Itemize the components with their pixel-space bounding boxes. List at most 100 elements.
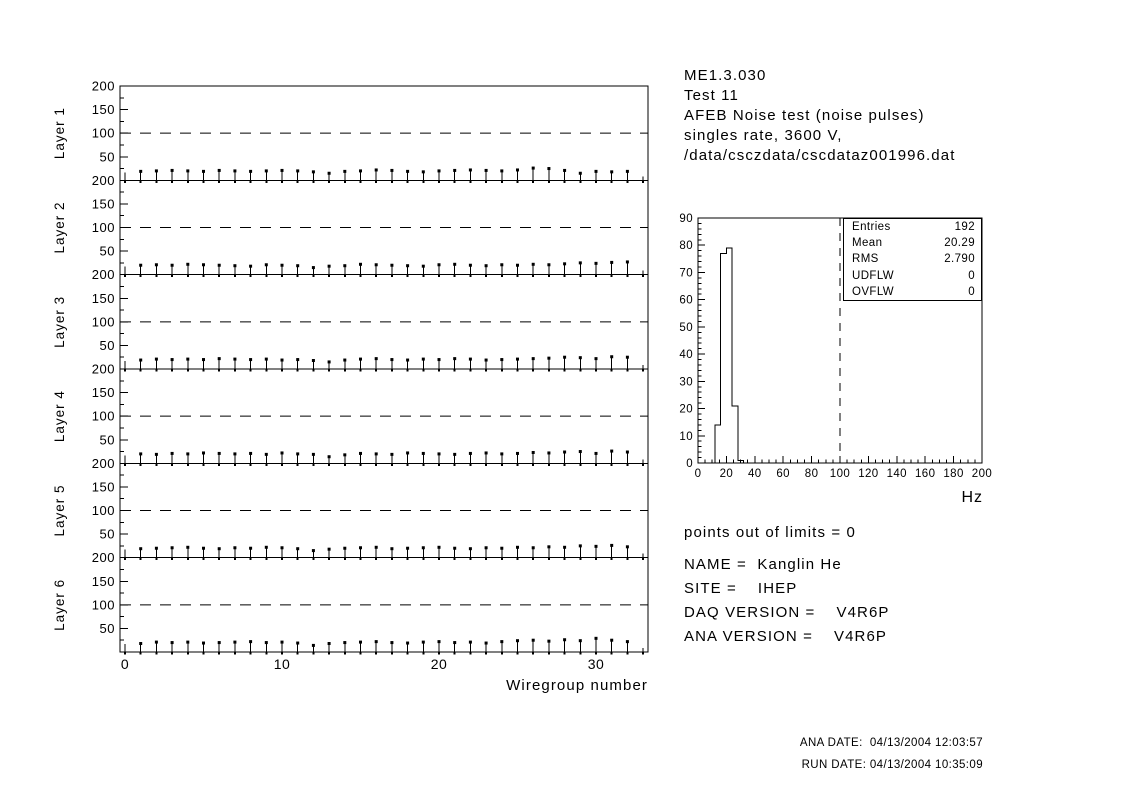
data-point bbox=[359, 262, 362, 266]
stats-value: 192 bbox=[954, 221, 975, 234]
data-point bbox=[531, 357, 535, 361]
y-tick-label: 200 bbox=[92, 550, 115, 565]
y-tick-label: 20 bbox=[679, 404, 693, 416]
data-point bbox=[202, 263, 205, 267]
data-point bbox=[327, 547, 331, 551]
data-point bbox=[217, 357, 221, 361]
layer-panel-3: 50 100 150 200 Layer 3 bbox=[52, 267, 649, 372]
data-points bbox=[139, 636, 629, 652]
stats-label: Mean bbox=[852, 237, 883, 250]
y-tick-label: 200 bbox=[92, 173, 115, 188]
data-point bbox=[249, 546, 253, 550]
info-line: ANA VERSION = V4R6P bbox=[684, 628, 888, 645]
data-point bbox=[625, 169, 629, 173]
y-tick-label: 30 bbox=[679, 376, 693, 388]
data-point bbox=[170, 168, 174, 172]
data-point bbox=[233, 264, 237, 268]
data-point bbox=[327, 171, 331, 175]
data-point bbox=[374, 452, 378, 456]
data-point bbox=[217, 547, 221, 551]
data-point bbox=[280, 168, 284, 172]
y-tick-label: 50 bbox=[679, 322, 693, 334]
layer-axis-label: Layer 1 bbox=[52, 107, 67, 159]
data-point bbox=[594, 357, 598, 361]
data-point bbox=[594, 451, 598, 455]
data-point bbox=[500, 452, 504, 456]
data-point bbox=[217, 263, 221, 267]
data-points bbox=[139, 260, 629, 274]
data-point bbox=[531, 546, 535, 550]
data-point bbox=[296, 452, 300, 456]
layer-panel-5: 50 100 150 200 Layer 5 bbox=[52, 456, 649, 561]
data-point bbox=[202, 169, 205, 173]
data-point bbox=[468, 640, 472, 644]
data-point bbox=[280, 358, 284, 362]
x-tick-label: 160 bbox=[915, 468, 935, 480]
stats-row: Mean 20.29 bbox=[844, 235, 981, 251]
header-line: /data/csczdata/cscdataz001996.dat bbox=[684, 147, 956, 164]
header-line: ME1.3.030 bbox=[684, 67, 767, 84]
data-point bbox=[516, 451, 519, 455]
data-point bbox=[264, 452, 268, 456]
y-tick-label: 50 bbox=[100, 244, 115, 259]
stats-label: UDFLW bbox=[852, 269, 895, 282]
data-point bbox=[453, 641, 457, 645]
histogram-stats-box: Entries 192 Mean 20.29 RMS 2.790 UDFLW 0 OVFLW 0 bbox=[843, 218, 982, 301]
data-point bbox=[468, 451, 472, 455]
y-tick-label: 10 bbox=[679, 431, 693, 443]
data-point bbox=[531, 450, 535, 454]
data-point bbox=[233, 357, 237, 361]
data-point bbox=[170, 451, 174, 455]
data-point bbox=[139, 358, 143, 362]
data-point bbox=[296, 264, 300, 268]
layer-axis-label: Layer 4 bbox=[52, 390, 67, 442]
data-point bbox=[217, 168, 221, 172]
data-point bbox=[233, 452, 237, 456]
y-tick-label: 50 bbox=[100, 432, 115, 447]
data-point bbox=[594, 169, 598, 173]
y-tick-label: 200 bbox=[92, 456, 115, 471]
y-tick-label: 50 bbox=[100, 527, 115, 542]
data-point bbox=[139, 547, 143, 551]
data-point bbox=[186, 169, 190, 173]
data-point bbox=[406, 169, 410, 173]
layer-panel-1: 50 100 150 200 Layer 1 bbox=[52, 79, 649, 183]
data-point bbox=[327, 264, 331, 268]
data-point bbox=[311, 170, 315, 174]
histogram-outline bbox=[714, 247, 744, 463]
data-point bbox=[390, 358, 394, 362]
data-point bbox=[625, 355, 629, 359]
info-line: SITE = IHEP bbox=[684, 580, 798, 597]
data-point bbox=[139, 169, 143, 173]
data-point bbox=[249, 358, 253, 362]
y-tick-label: 150 bbox=[92, 385, 115, 400]
data-point bbox=[359, 546, 362, 550]
data-point bbox=[484, 358, 488, 362]
y-tick-label: 150 bbox=[92, 479, 115, 494]
data-point bbox=[343, 264, 347, 268]
x-tick-label: 120 bbox=[858, 468, 878, 480]
data-point bbox=[437, 452, 441, 456]
y-tick-label: 200 bbox=[92, 79, 115, 94]
data-point bbox=[280, 263, 284, 267]
info-line: NAME = Kanglin He bbox=[684, 556, 842, 573]
data-point bbox=[249, 264, 253, 268]
data-point bbox=[154, 263, 158, 267]
y-tick-label: 100 bbox=[92, 409, 115, 424]
x-tick-label: 60 bbox=[776, 468, 790, 480]
y-tick-label: 60 bbox=[679, 295, 693, 307]
data-point bbox=[202, 546, 205, 550]
data-point bbox=[343, 453, 347, 457]
data-point bbox=[610, 170, 614, 174]
info-line: DAQ VERSION = V4R6P bbox=[684, 604, 890, 621]
y-tick-label: 100 bbox=[92, 597, 115, 612]
data-point bbox=[359, 357, 362, 361]
data-point bbox=[359, 169, 362, 173]
layer-axis-label: Layer 6 bbox=[52, 579, 67, 631]
data-point bbox=[343, 169, 347, 173]
data-point bbox=[139, 642, 143, 646]
data-point bbox=[516, 263, 519, 267]
data-point bbox=[296, 547, 300, 551]
